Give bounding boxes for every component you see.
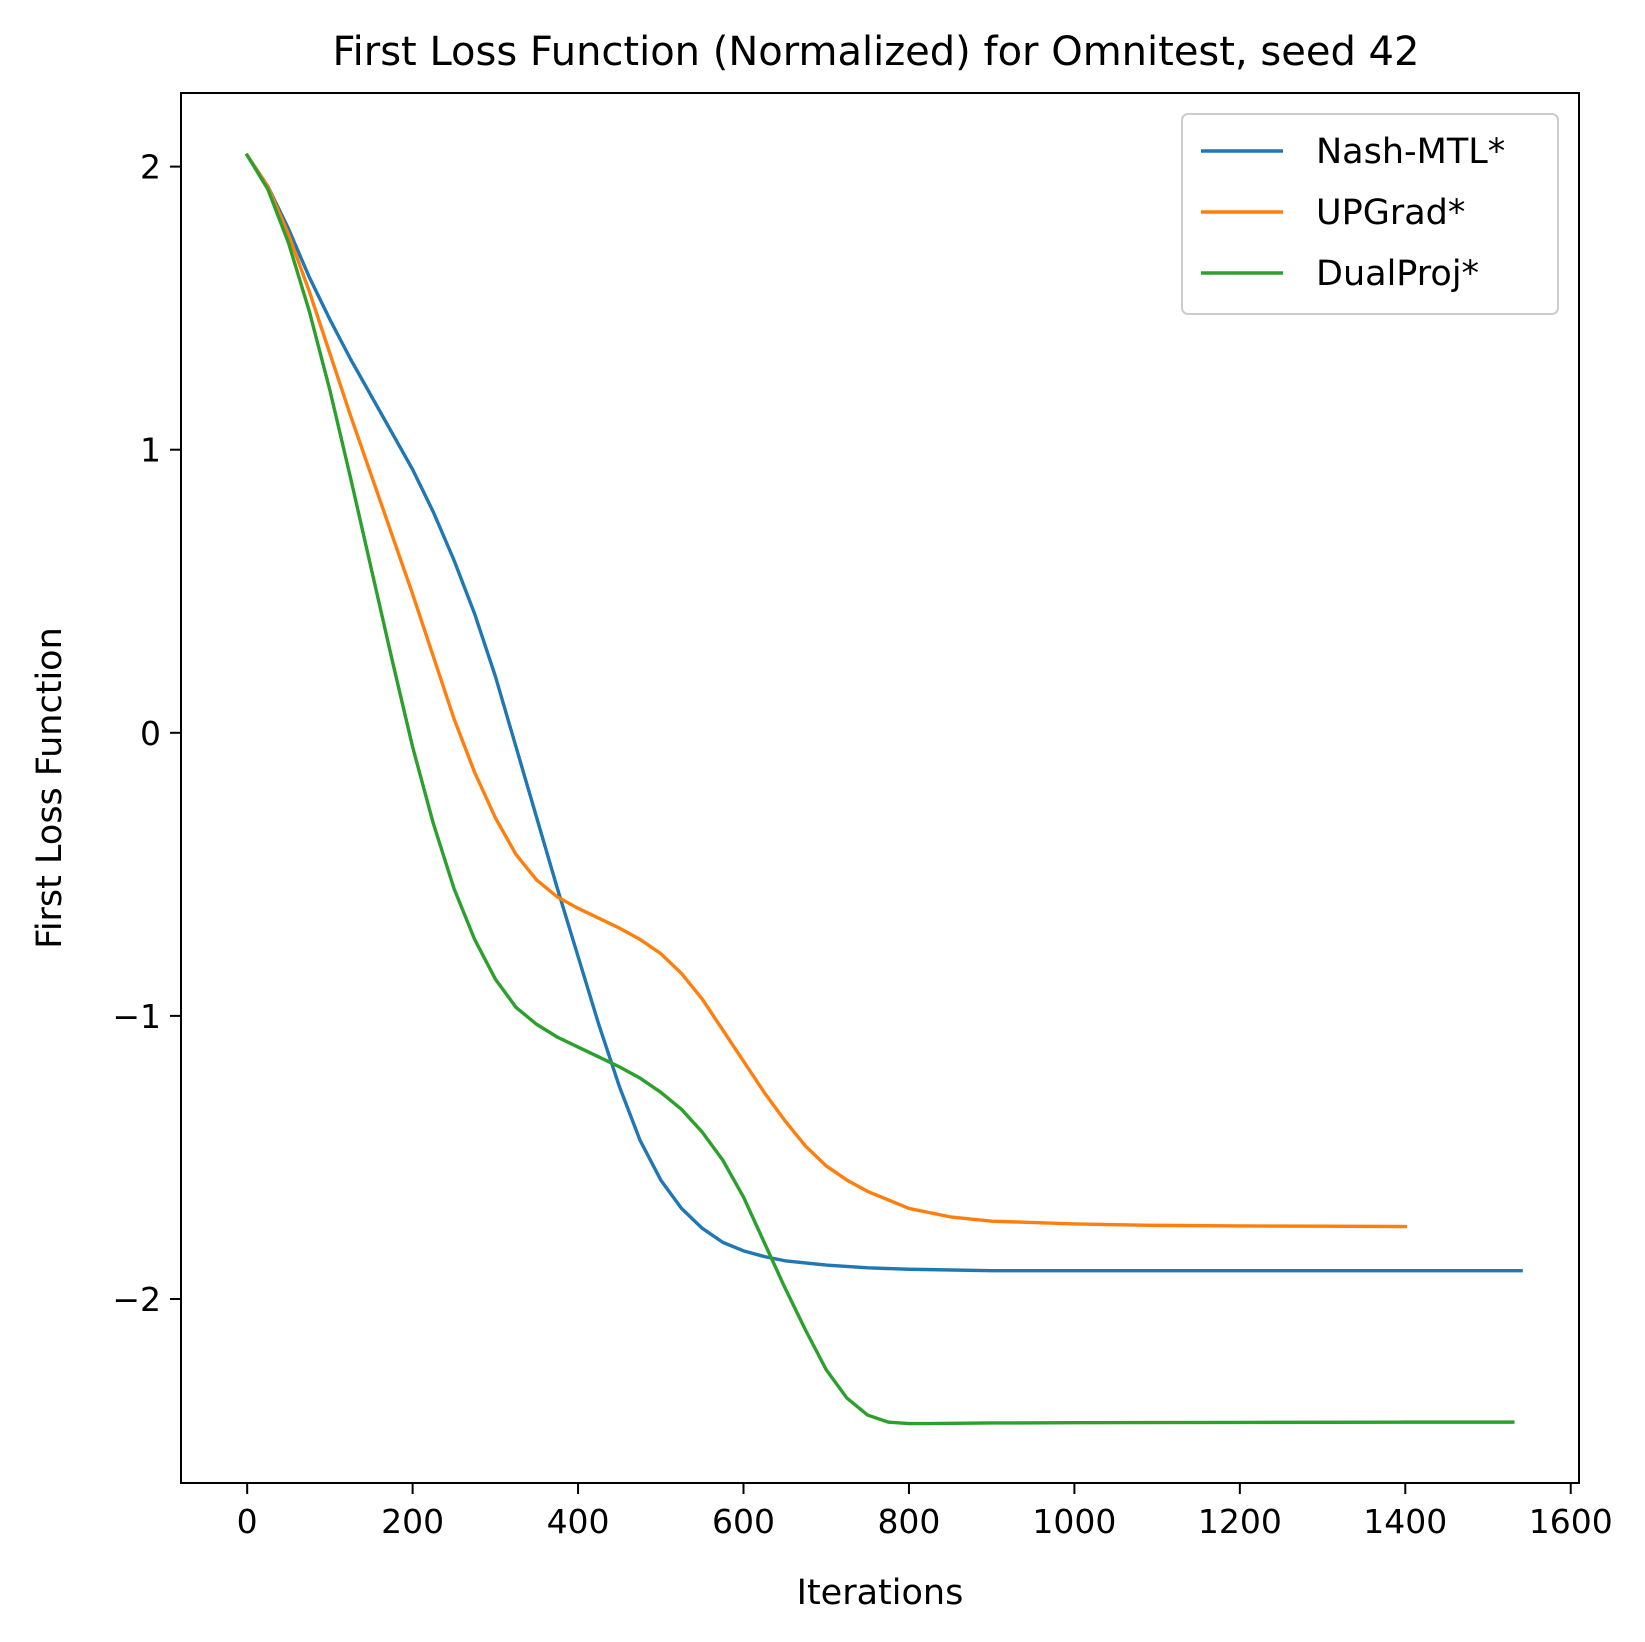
x-axis-label: Iterations bbox=[797, 1573, 964, 1613]
legend-label-dualproj: DualProj* bbox=[1316, 254, 1479, 294]
plot-frame bbox=[180, 92, 1580, 1484]
legend-frame bbox=[1181, 113, 1559, 315]
series-line-nash-mtl bbox=[244, 152, 1523, 1273]
legend-entries: Nash-MTL* UPGrad* DualProj* bbox=[1201, 132, 1505, 294]
y-tick-label: 1 bbox=[140, 431, 161, 470]
x-tick-label: 800 bbox=[877, 1502, 940, 1541]
legend-label-upgrad: UPGrad* bbox=[1316, 193, 1465, 233]
legend-label-nash-mtl: Nash-MTL* bbox=[1316, 132, 1505, 172]
chart-title: First Loss Function (Normalized) for Omn… bbox=[333, 29, 1420, 75]
series-line-upgrad bbox=[244, 152, 1407, 1229]
y-tick-label: −2 bbox=[112, 1280, 161, 1319]
legend: Nash-MTL* UPGrad* DualProj* bbox=[1181, 113, 1559, 315]
x-tick-label: 1000 bbox=[1032, 1502, 1116, 1541]
x-tick-label: 0 bbox=[237, 1502, 258, 1541]
series-line-dualproj bbox=[244, 152, 1515, 1426]
y-axis-ticks: 2 1 0 −1 −2 bbox=[112, 148, 181, 1319]
y-axis-label: First Loss Function bbox=[30, 627, 70, 949]
x-tick-label: 1200 bbox=[1198, 1502, 1282, 1541]
y-tick-label: 2 bbox=[140, 148, 161, 187]
y-tick-label: 0 bbox=[140, 714, 161, 753]
x-tick-label: 200 bbox=[381, 1502, 444, 1541]
x-tick-label: 1400 bbox=[1363, 1502, 1447, 1541]
x-axis-ticks: 0 200 400 600 800 1000 1200 1400 1600 bbox=[237, 1483, 1613, 1541]
series-layer bbox=[244, 152, 1523, 1426]
x-tick-label: 400 bbox=[547, 1502, 610, 1541]
y-tick-label: −1 bbox=[112, 997, 161, 1036]
x-tick-label: 1600 bbox=[1529, 1502, 1613, 1541]
x-tick-label: 600 bbox=[712, 1502, 775, 1541]
